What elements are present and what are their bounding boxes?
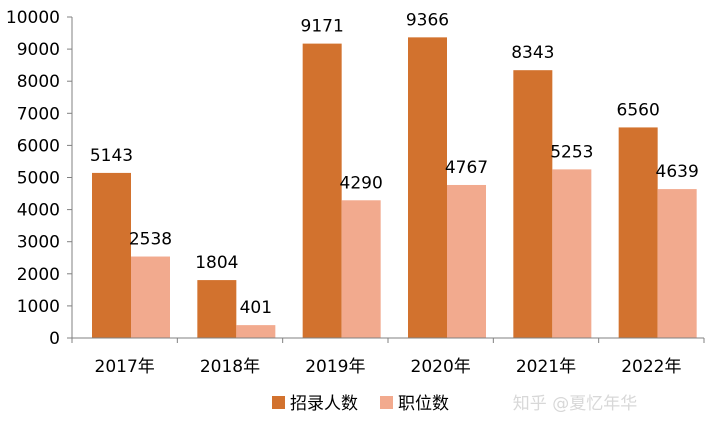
legend-swatch xyxy=(272,396,285,409)
y-tick-label: 3000 xyxy=(17,233,60,253)
y-tick-label: 0 xyxy=(49,329,60,349)
legend: 招录人数 职位数 xyxy=(272,394,449,414)
y-tick-label: 5000 xyxy=(17,169,60,189)
y-tick-label: 10000 xyxy=(6,8,60,28)
x-axis: 2017年 2018年 2019年 2020年 2021年 2022年 xyxy=(71,337,705,377)
data-label: 2538 xyxy=(129,230,172,250)
bar-positions xyxy=(447,184,486,338)
data-label: 5143 xyxy=(90,146,133,166)
bar-recruits xyxy=(408,37,447,338)
bar-positions xyxy=(657,189,697,338)
bar-recruits xyxy=(92,172,131,338)
y-tick-label: 7000 xyxy=(17,104,60,124)
data-label: 6560 xyxy=(617,100,660,120)
y-tick-label: 6000 xyxy=(17,136,60,156)
x-tick-label: 2020年 xyxy=(411,357,471,377)
data-labels: 5143 1804 9171 9366 8343 6560 2538 401 4290 4767 5… xyxy=(90,10,699,318)
y-tick-label: 9000 xyxy=(17,40,60,60)
legend-label: 职位数 xyxy=(398,394,449,414)
x-tick-label: 2017年 xyxy=(95,357,155,377)
data-label: 8343 xyxy=(511,43,554,63)
data-label: 401 xyxy=(240,298,272,318)
data-label: 9366 xyxy=(406,10,449,30)
y-tick-label: 2000 xyxy=(17,265,60,285)
x-tick-label: 2021年 xyxy=(516,357,576,377)
data-label: 4639 xyxy=(656,162,699,182)
legend-swatch xyxy=(380,396,393,409)
data-label: 4290 xyxy=(340,173,383,193)
bar-positions xyxy=(341,200,381,338)
bar-positions xyxy=(131,256,170,338)
watermark-text: 知乎 @夏忆年华 xyxy=(513,394,637,414)
bar-recruits xyxy=(197,280,237,338)
y-tick-label: 8000 xyxy=(17,72,60,92)
bar-positions xyxy=(236,325,276,338)
y-tick-label: 1000 xyxy=(17,297,60,317)
x-tick-label: 2022年 xyxy=(621,357,681,377)
x-tick-label: 2019年 xyxy=(305,357,365,377)
x-tick-label: 2018年 xyxy=(200,357,260,377)
data-label: 5253 xyxy=(550,142,593,162)
data-label: 1804 xyxy=(195,253,238,273)
bar-positions xyxy=(552,169,592,338)
legend-label: 招录人数 xyxy=(290,394,358,414)
y-tick-label: 4000 xyxy=(17,201,60,221)
data-label: 4767 xyxy=(445,158,488,178)
y-axis: 0 1000 2000 3000 4000 5000 6000 7000 8000 9000 100… xyxy=(6,8,73,349)
bars xyxy=(92,37,697,338)
bar-recruits xyxy=(302,43,342,338)
bar-recruits xyxy=(513,70,553,338)
data-label: 9171 xyxy=(301,17,344,37)
bar-recruits xyxy=(618,127,658,338)
